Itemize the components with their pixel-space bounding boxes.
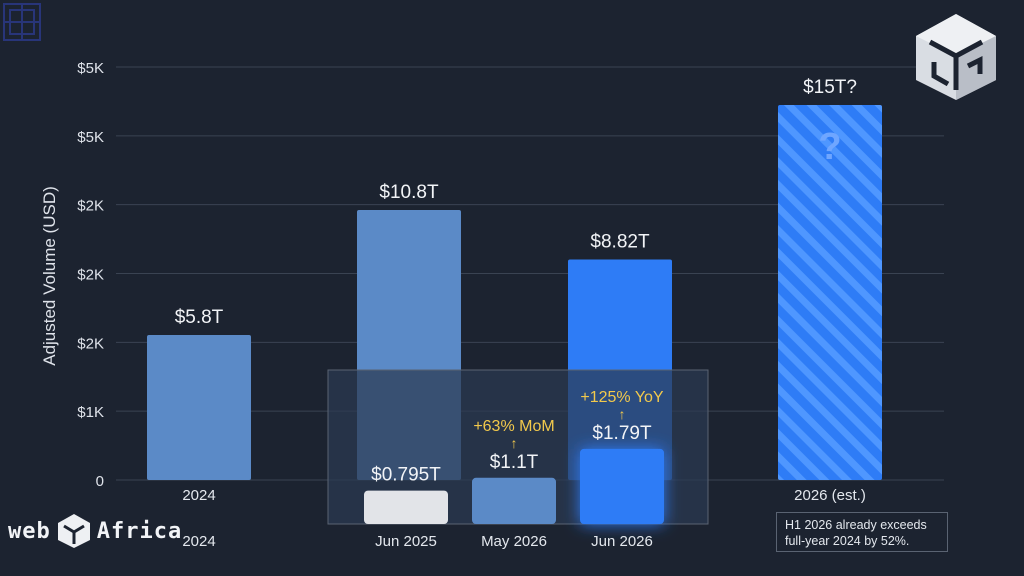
bar-value-label: $10.8T [379, 182, 439, 203]
cube-logo-icon [916, 14, 996, 100]
change-arrow: ↑ [511, 435, 518, 451]
bar-value-label: $15T? [803, 77, 857, 98]
inset-bar-value-label: $1.1T [490, 452, 539, 473]
y-tick-label: $2K [77, 267, 104, 284]
inset-bar [580, 448, 664, 524]
footnote-line-2: full-year 2024 by 52%. [785, 534, 910, 548]
y-tick-label: 0 [96, 473, 104, 490]
bar-question-glyph: ? [818, 126, 841, 168]
footnote-line-1: H1 2026 already exceeds [785, 518, 927, 532]
bar [147, 335, 251, 480]
inset-bar-value-label: $1.79T [592, 423, 652, 444]
x-tick-label: 2026 (est.) [794, 487, 866, 504]
inset-bar-value-label: $0.795T [371, 465, 441, 486]
x-tick-label-lower: 2024 [182, 533, 215, 550]
brand-logo: web Africa [8, 512, 182, 550]
bar [778, 105, 882, 480]
cube-brand-icon [57, 514, 90, 548]
inset-x-label: May 2026 [481, 533, 547, 550]
y-tick-label: $5K [77, 60, 104, 77]
inset-bar [364, 490, 448, 524]
y-tick-label: $2K [77, 198, 104, 215]
inset-x-label: Jun 2025 [375, 533, 437, 550]
footnote-box: H1 2026 already exceeds full-year 2024 b… [776, 512, 948, 552]
y-tick-label: $5K [77, 129, 104, 146]
change-label: +125% YoY [580, 389, 664, 406]
y-tick-label: $2K [77, 335, 104, 352]
y-tick-label: $1K [77, 404, 104, 421]
bar-value-label: $5.8T [175, 307, 224, 328]
change-label: +63% MoM [473, 418, 554, 435]
inset-x-label: Jun 2026 [591, 533, 653, 550]
x-tick-label: 2024 [182, 487, 215, 504]
corner-mark-icon [3, 3, 41, 41]
brand-text-web: web [8, 518, 51, 544]
y-axis-label: Adjusted Volume (USD) [40, 186, 59, 366]
bar-value-label: $8.82T [590, 232, 650, 253]
brand-text-africa: Africa [96, 518, 183, 544]
change-arrow: ↑ [619, 406, 626, 422]
inset-bar [472, 477, 556, 524]
